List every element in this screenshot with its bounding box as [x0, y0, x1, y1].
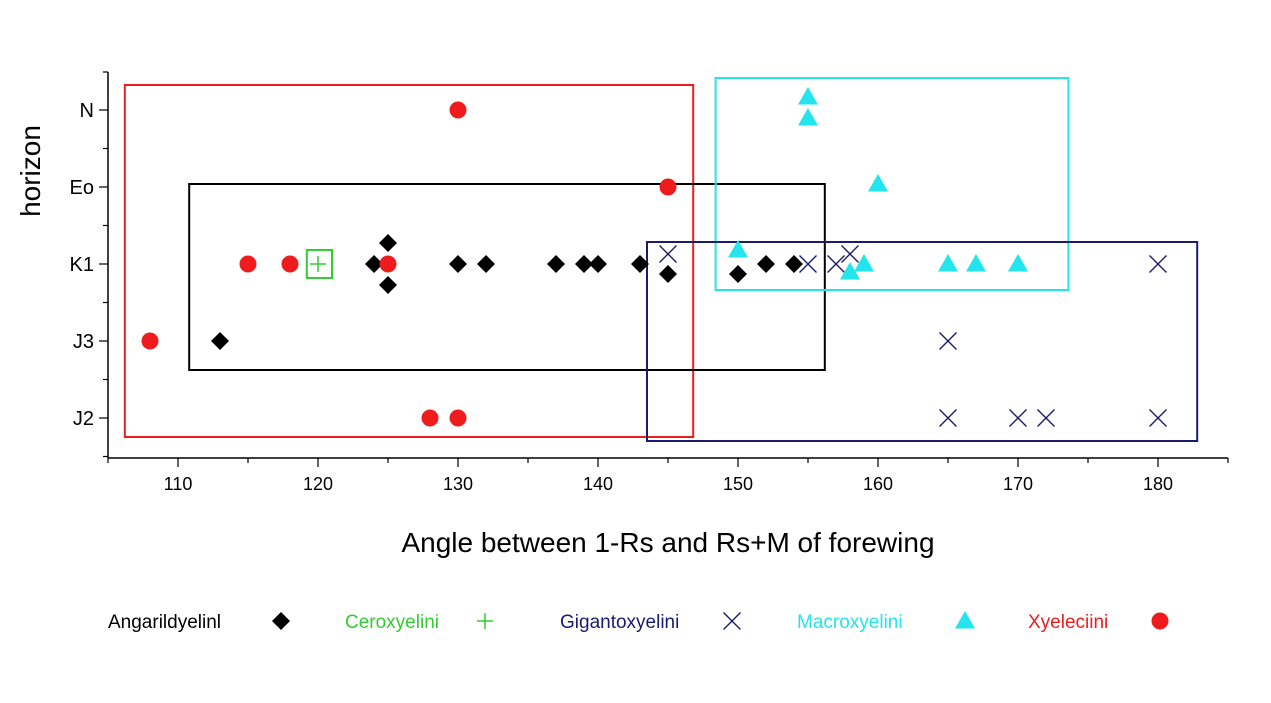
gigantoxyelini-point	[1037, 409, 1055, 427]
xyeleciini-point	[281, 255, 299, 273]
x-tick-label: 180	[1143, 474, 1173, 494]
legend-item-angarildyelinl: Angarildyelinl	[108, 612, 290, 633]
macroxyelini-point	[854, 254, 874, 272]
y-tick-label: N	[80, 100, 94, 122]
xyeleciini-range-box	[123, 84, 695, 438]
xyeleciini-point	[421, 409, 439, 427]
xyeleciini-point	[659, 178, 677, 196]
legend-label: Macroxyelini	[797, 612, 903, 633]
xyeleciini-point	[379, 255, 397, 273]
legend-label: Xyeleciini	[1028, 612, 1108, 633]
x-tick-label: 140	[583, 474, 613, 494]
y-tick-label: J2	[73, 408, 94, 430]
macroxyelini-point	[798, 87, 818, 105]
legend-label: Angarildyelinl	[108, 612, 221, 633]
legend-marker-angarildyelinl	[272, 612, 290, 630]
range-boxes	[123, 77, 1199, 442]
x-tick-label: 150	[723, 474, 753, 494]
angarildyelinl-range-box	[188, 183, 826, 371]
macroxyelini-range-box	[714, 77, 1070, 291]
legend-label: Gigantoxyelini	[560, 612, 679, 633]
legend-item-xyeleciini: Xyeleciini	[1028, 612, 1169, 633]
macroxyelini-point	[1008, 254, 1028, 272]
gigantoxyelini-range-box	[646, 241, 1199, 442]
gigantoxyelini-point	[659, 245, 677, 263]
angarildyelinl-point	[379, 234, 397, 252]
angarildyelinl-point	[729, 265, 747, 283]
x-tick-label: 130	[443, 474, 473, 494]
gigantoxyelini-point	[939, 332, 957, 350]
ceroxyelini-range-box	[305, 249, 333, 279]
angarildyelinl-point	[477, 255, 495, 273]
angarildyelinl-point	[589, 255, 607, 273]
angarildyelinl-point	[449, 255, 467, 273]
legend-label: Ceroxyelini	[345, 612, 439, 633]
x-tick-label: 120	[303, 474, 333, 494]
data-points	[141, 87, 1167, 427]
angarildyelinl-point	[547, 255, 565, 273]
gigantoxyelini-point	[939, 409, 957, 427]
legend-marker-ceroxyelini	[477, 613, 493, 629]
y-tick-label: Eo	[70, 177, 94, 199]
macroxyelini-point	[966, 254, 986, 272]
angarildyelinl-point	[211, 332, 229, 350]
gigantoxyelini-point	[1009, 409, 1027, 427]
legend-item-gigantoxyelini: Gigantoxyelini	[560, 612, 741, 633]
legend: Angarildyelinl Ceroxyelini Gigantoxyelini M…	[108, 611, 1169, 633]
x-axis-title: Angle between 1-Rs and Rs+M of forewing	[401, 527, 934, 558]
x-tick-label: 170	[1003, 474, 1033, 494]
legend-item-macroxyelini: Macroxyelini	[797, 611, 975, 633]
angarildyelinl-point	[659, 265, 677, 283]
gigantoxyelini-point	[799, 255, 817, 273]
legend-marker-macroxyelini	[955, 611, 975, 629]
xyeleciini-point	[449, 101, 467, 119]
angarildyelinl-point	[379, 276, 397, 294]
x-tick-label: 160	[863, 474, 893, 494]
ceroxyelini-point	[310, 256, 326, 272]
xyeleciini-point	[239, 255, 257, 273]
x-tick-label: 110	[164, 474, 193, 494]
legend-item-ceroxyelini: Ceroxyelini	[345, 612, 493, 633]
y-tick-label: J3	[73, 331, 94, 353]
angarildyelinl-point	[575, 255, 593, 273]
gigantoxyelini-point	[1149, 255, 1167, 273]
macroxyelini-point	[728, 240, 748, 258]
legend-marker-xyeleciini	[1151, 612, 1169, 630]
macroxyelini-point	[868, 174, 888, 192]
legend-marker-gigantoxyelini	[723, 612, 741, 630]
y-tick-label: K1	[70, 254, 94, 276]
xyeleciini-point	[141, 332, 159, 350]
y-axis-title: horizon	[15, 125, 46, 217]
macroxyelini-point	[840, 262, 860, 280]
axes: 110 120 130 140 150 160 170 180 J2 J3 K1 Eo N	[70, 71, 1229, 494]
macroxyelini-point	[798, 108, 818, 126]
gigantoxyelini-point	[827, 255, 845, 273]
gigantoxyelini-point	[1149, 409, 1167, 427]
angarildyelinl-point	[365, 255, 383, 273]
gigantoxyelini-point	[841, 245, 859, 263]
angarildyelinl-point	[631, 255, 649, 273]
macroxyelini-point	[938, 254, 958, 272]
angarildyelinl-point	[757, 255, 775, 273]
xyeleciini-point	[449, 409, 467, 427]
angarildyelinl-point	[785, 255, 803, 273]
